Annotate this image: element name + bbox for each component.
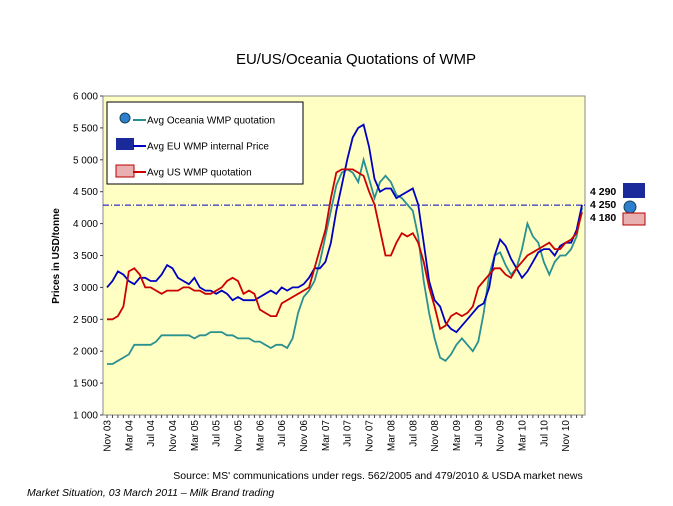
y-tick-label: 2 000 [73, 347, 98, 358]
y-tick-label: 3 000 [73, 283, 98, 294]
x-tick-label: Mar 09 [452, 420, 463, 452]
legend-icons [115, 112, 646, 226]
end-label: 4 180 [590, 212, 616, 224]
x-tick-label: Nov 03 [103, 420, 114, 452]
end-label: 4 290 [590, 186, 616, 198]
y-tick-label: 1 500 [73, 379, 98, 390]
series-line [107, 168, 583, 331]
legend [106, 101, 304, 185]
y-tick-label: 5 500 [73, 123, 98, 134]
x-tick-label: Jul 09 [474, 420, 485, 447]
chart-title: EU/US/Oceania Quotations of WMP [236, 51, 476, 68]
series-line [106, 123, 583, 334]
x-tick-label: Nov 05 [234, 420, 245, 452]
globe-icon [623, 200, 637, 214]
eu-flag-icon [116, 138, 134, 150]
source: Source: MS' communications under regs. 5… [173, 470, 582, 482]
x-tick-label: Mar 06 [255, 420, 266, 452]
x-tick-label: Jul 04 [146, 420, 157, 447]
legend-label: Avg EU WMP internal Price [147, 142, 269, 153]
x-tick-label: Jul 08 [408, 420, 419, 447]
y-tick-label: 6 000 [73, 92, 98, 103]
x-tick-label: Nov 06 [299, 420, 310, 452]
y-tick-label: 3 500 [73, 251, 98, 262]
us-flag-icon [622, 212, 646, 226]
x-tick-label: Jul 10 [539, 420, 550, 447]
x-tick-label: Mar 07 [321, 420, 332, 452]
eu-flag-icon [623, 183, 645, 198]
x-tick-label: Nov 04 [168, 420, 179, 452]
x-tick-label: Nov 09 [496, 420, 507, 452]
y-tick-label: 5 000 [73, 155, 98, 166]
x-tick-label: Nov 10 [561, 420, 572, 452]
y-tick-label: 4 500 [73, 187, 98, 198]
legend-label: Avg Oceania WMP quotation [147, 116, 275, 127]
x-tick-label: Jul 05 [212, 420, 223, 447]
legend-label: Avg US WMP quotation [147, 168, 252, 179]
globe-icon [119, 112, 131, 124]
x-tick-label: Mar 10 [517, 420, 528, 452]
x-tick-label: Mar 08 [386, 420, 397, 452]
footer: Market Situation, 03 March 2011 – Milk B… [27, 487, 274, 499]
end-label: 4 250 [590, 199, 616, 211]
x-tick-label: Jul 07 [343, 420, 354, 447]
x-tick-label: Nov 07 [365, 420, 376, 452]
y-axis-title: Prices in USD/tonne [51, 208, 62, 304]
y-tick-label: 2 500 [73, 315, 98, 326]
marks [103, 123, 585, 365]
x-tick-label: Nov 08 [430, 420, 441, 452]
x-tick-label: Mar 04 [124, 420, 135, 452]
y-tick-label: 1 000 [73, 411, 98, 422]
us-flag-icon [115, 164, 135, 178]
x-tick-label: Mar 05 [190, 420, 201, 452]
y-tick-label: 4 000 [73, 219, 98, 230]
x-tick-label: Jul 06 [277, 420, 288, 447]
